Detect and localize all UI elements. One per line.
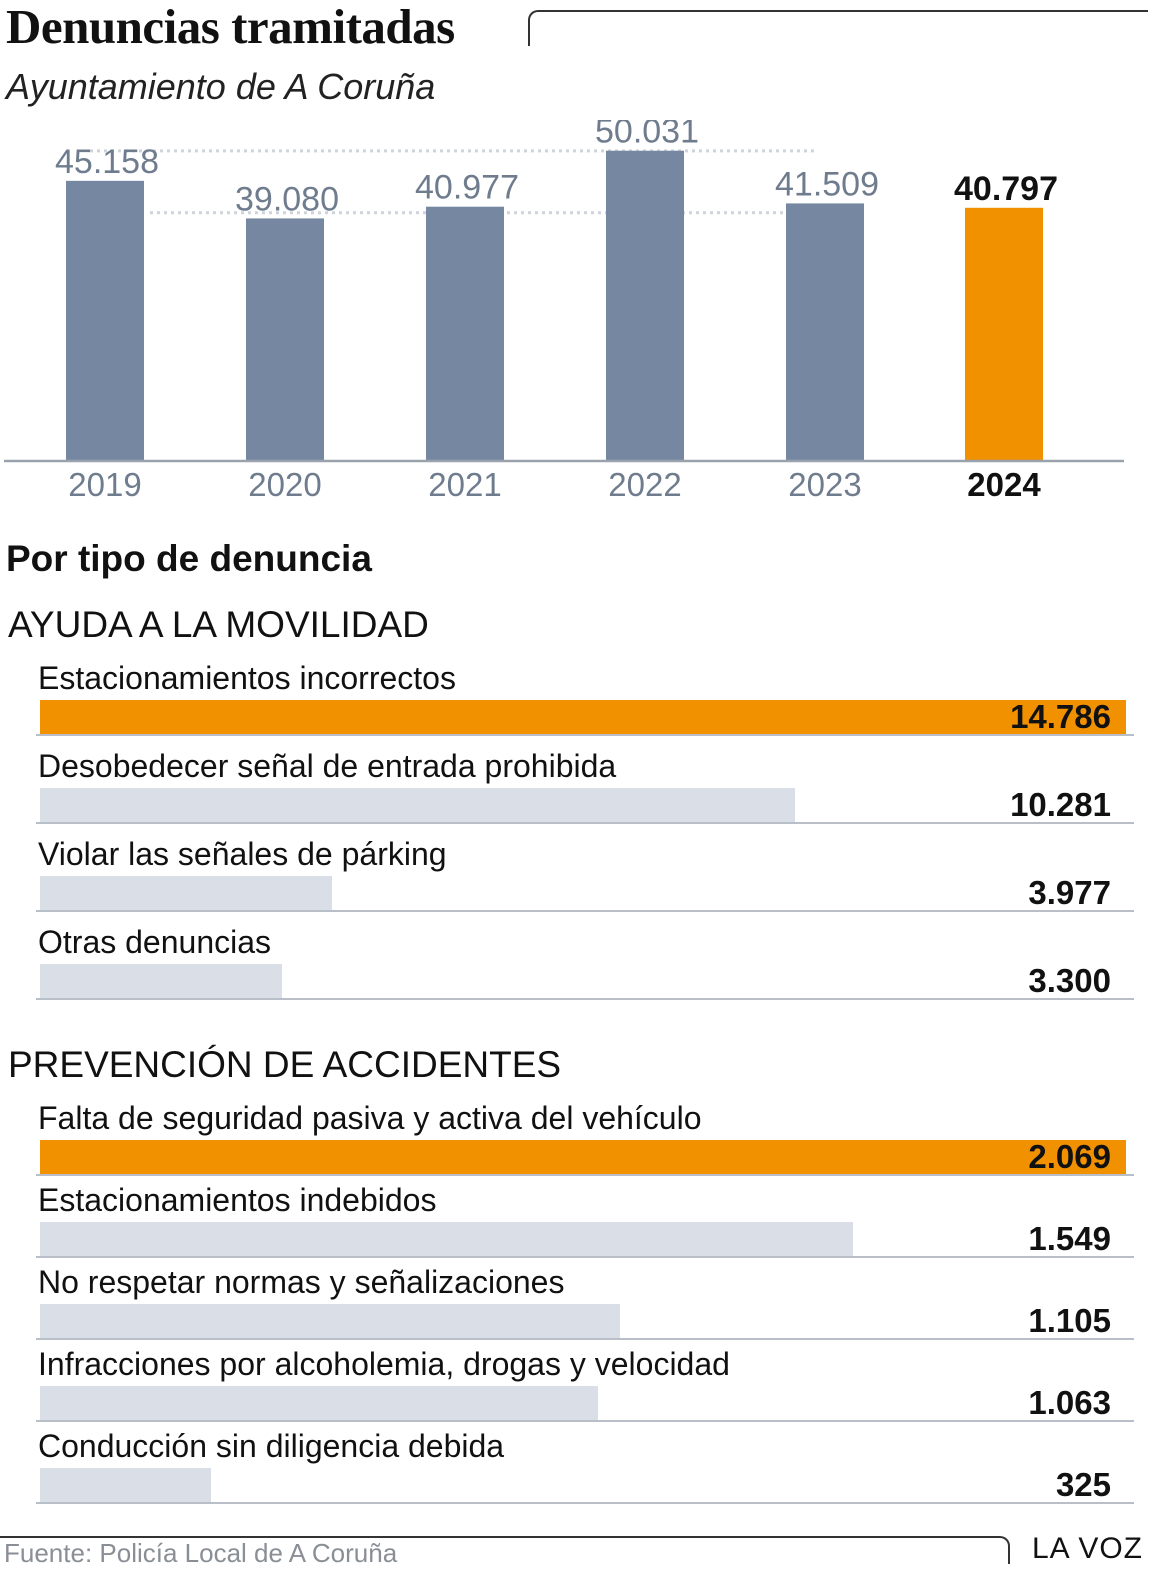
- chart-title: Denuncias tramitadas: [6, 0, 455, 54]
- row-bar: [40, 1222, 853, 1256]
- row-bar: [40, 876, 332, 910]
- row-bar: [40, 1140, 1126, 1174]
- year-label-2020: 2020: [248, 466, 321, 503]
- row-bar: [40, 700, 1126, 734]
- row-value: 1.549: [1028, 1220, 1111, 1257]
- row-value: 1.063: [1028, 1384, 1111, 1421]
- row-value: 325: [1055, 1466, 1111, 1503]
- year-label-2021: 2021: [428, 466, 501, 503]
- bar-2022: [606, 150, 684, 460]
- row-label: Falta de seguridad pasiva y activa del v…: [38, 1100, 702, 1136]
- row-label: No respetar normas y señalizaciones: [38, 1264, 565, 1300]
- value-label-2020: 39.080: [235, 180, 339, 218]
- footer-rule: [0, 1536, 1010, 1564]
- year-label-2023: 2023: [788, 466, 861, 503]
- row-bar: [40, 964, 282, 998]
- row-divider: [36, 1338, 1134, 1340]
- row-bar: [40, 1468, 211, 1502]
- bar-2021: [426, 206, 504, 460]
- title-rule: [528, 10, 1148, 46]
- group-title: PREVENCIÓN DE ACCIDENTES: [8, 1044, 562, 1085]
- row-divider: [36, 998, 1134, 1000]
- row-label: Estacionamientos indebidos: [38, 1182, 437, 1218]
- row-label: Otras denuncias: [38, 924, 272, 960]
- value-label-2022: 50.031: [595, 120, 699, 151]
- value-label-2023: 41.509: [775, 165, 879, 203]
- row-bar: [40, 1386, 598, 1420]
- year-label-2019: 2019: [68, 466, 141, 503]
- bar-2023: [786, 203, 864, 460]
- row-divider: [36, 1256, 1134, 1258]
- row-value: 14.786: [1010, 698, 1111, 735]
- row-label: Desobedecer señal de entrada prohibida: [38, 748, 617, 784]
- row-value: 2.069: [1028, 1138, 1111, 1175]
- brand-logo: LA VOZ: [1031, 1532, 1143, 1565]
- section-heading: Por tipo de denuncia: [6, 538, 372, 579]
- row-bar: [40, 1304, 620, 1338]
- row-divider: [36, 1174, 1134, 1176]
- yearly-bar-chart: 45.158 2019 39.080 2020 40.977 2021 50.031 2022…: [4, 120, 1124, 503]
- value-label-2019: 45.158: [55, 143, 159, 181]
- row-divider: [36, 1502, 1134, 1504]
- source-note: Fuente: Policía Local de A Coruña: [4, 1538, 398, 1568]
- row-value: 10.281: [1010, 786, 1111, 823]
- group-title: AYUDA A LA MOVILIDAD: [8, 604, 429, 645]
- row-divider: [36, 910, 1134, 912]
- bar-2019: [66, 180, 144, 460]
- bar-2020: [246, 218, 324, 460]
- bar-2024: [965, 207, 1043, 460]
- row-label: Violar las señales de párking: [38, 836, 447, 872]
- row-divider: [36, 734, 1134, 736]
- row-value: 1.105: [1028, 1302, 1111, 1339]
- row-value: 3.300: [1028, 962, 1111, 999]
- chart-subtitle: Ayuntamiento de A Coruña: [6, 66, 436, 107]
- row-label: Conducción sin diligencia debida: [38, 1428, 505, 1464]
- year-label-2024: 2024: [967, 466, 1041, 503]
- row-divider: [36, 822, 1134, 824]
- value-label-2021: 40.977: [415, 169, 519, 207]
- row-label: Estacionamientos incorrectos: [38, 660, 456, 696]
- row-value: 3.977: [1028, 874, 1111, 911]
- year-label-2022: 2022: [608, 466, 681, 503]
- value-label-2024: 40.797: [954, 170, 1058, 208]
- row-bar: [40, 788, 795, 822]
- row-divider: [36, 1420, 1134, 1422]
- row-label: Infracciones por alcoholemia, drogas y v…: [38, 1346, 730, 1382]
